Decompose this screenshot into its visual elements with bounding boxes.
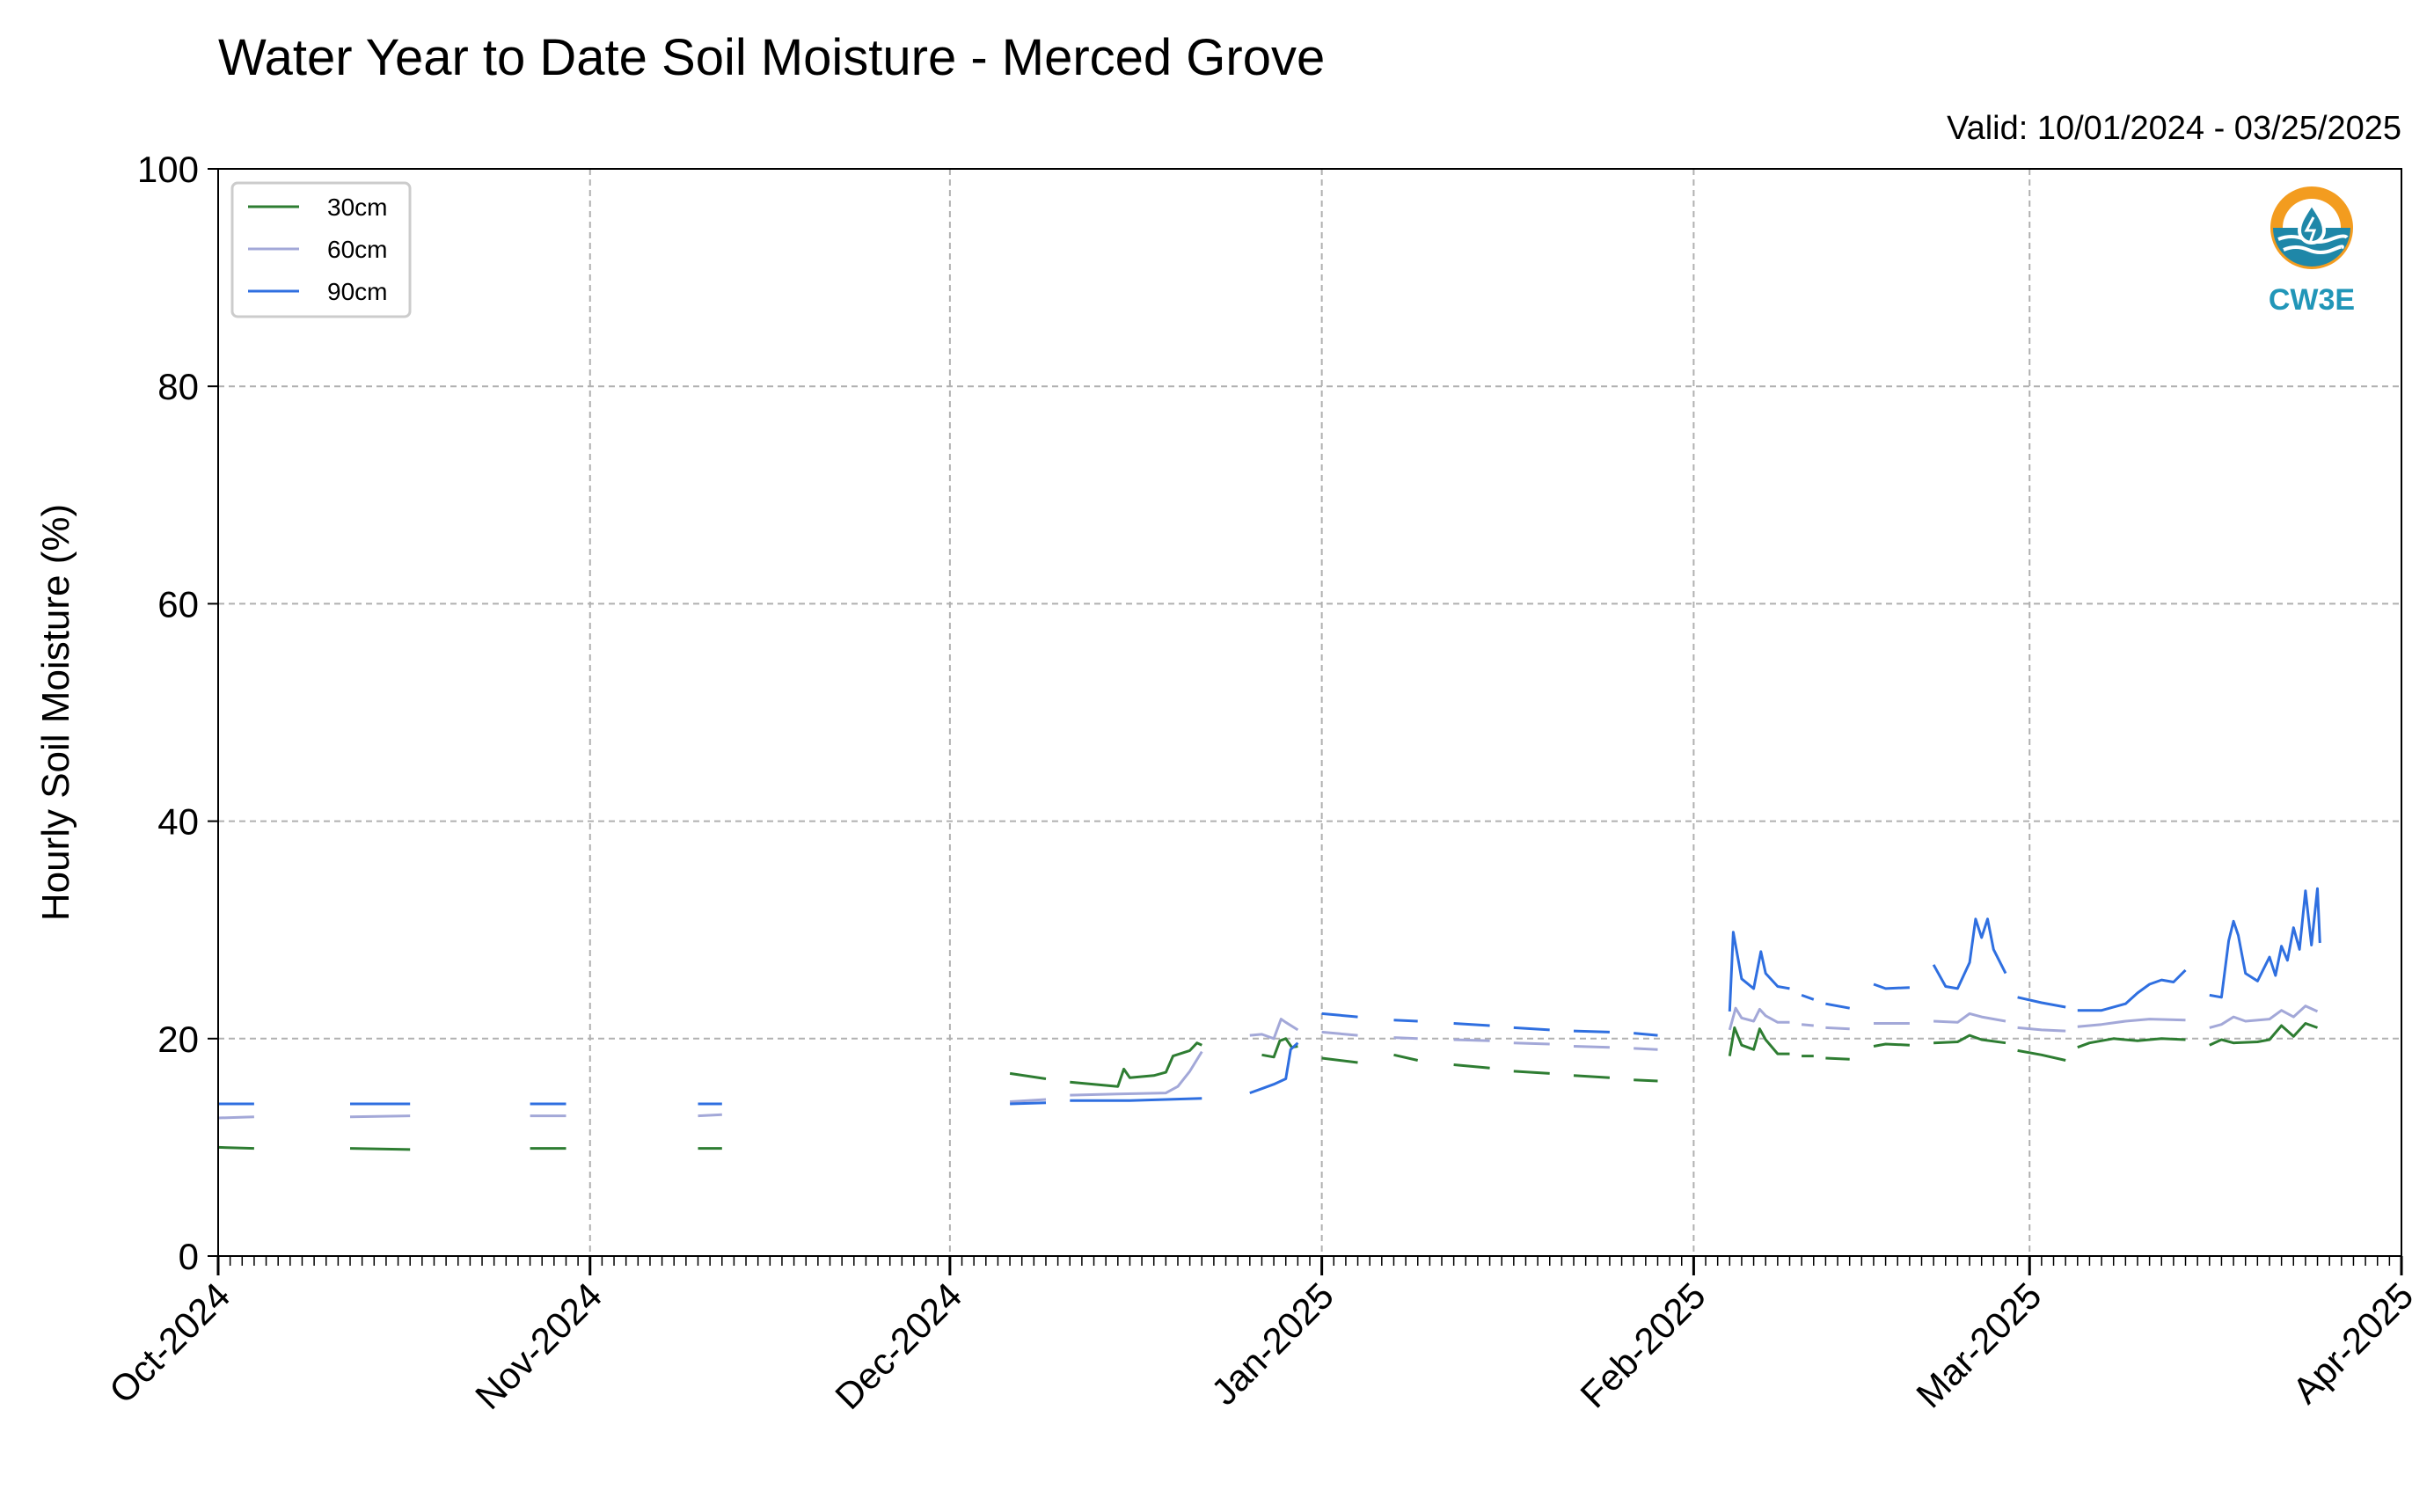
- series-line-60cm: [2017, 1026, 2066, 1033]
- chart-subtitle: Valid: 10/01/2024 - 03/25/2025: [1947, 110, 2401, 147]
- series-line-90cm: [2017, 996, 2066, 1009]
- legend-label: 60cm: [327, 236, 387, 263]
- series-line-30cm: [1321, 1056, 1358, 1064]
- series-line-60cm: [1728, 1006, 1790, 1031]
- series-line-60cm: [1070, 1050, 1203, 1097]
- y-axis-label: Hourly Soil Moisture (%): [34, 504, 77, 921]
- series-line-30cm: [2077, 1037, 2186, 1049]
- series-line-60cm: [349, 1114, 411, 1119]
- series-line-60cm: [1249, 1018, 1299, 1041]
- series-line-90cm: [1932, 917, 2007, 990]
- series-line-30cm: [2017, 1048, 2066, 1062]
- series-line-60cm: [2209, 1004, 2319, 1029]
- axis-ticks: 0 20 40 60 80 100 Oct-2024 Nov-2024 Dec-2024 Jan-…: [101, 149, 2421, 1417]
- series-line-90cm: [1873, 982, 1910, 990]
- series-line-60cm: [217, 1115, 254, 1120]
- series-line-90cm: [1728, 931, 1790, 1012]
- series-line-60cm: [2077, 1018, 2186, 1028]
- series-line-90cm: [1825, 1002, 1850, 1010]
- series-line-30cm: [1393, 1053, 1419, 1062]
- cw3e-logo: CW3E: [2269, 186, 2355, 317]
- series-line-30cm: [1573, 1074, 1610, 1079]
- legend-box: [230, 181, 412, 318]
- y-tick-label: 20: [157, 1019, 199, 1060]
- series-line-60cm: [1453, 1038, 1490, 1042]
- x-tick-label: Dec-2024: [827, 1275, 969, 1417]
- x-tick-label: Nov-2024: [467, 1275, 610, 1417]
- legend-label: 30cm: [327, 194, 387, 221]
- y-tick-label: 60: [157, 583, 199, 625]
- series-line-90cm: [1393, 1019, 1418, 1023]
- series-line-30cm: [1513, 1070, 1550, 1075]
- y-tick-label: 40: [157, 801, 199, 843]
- series-line-30cm: [2209, 1022, 2319, 1047]
- series-line-30cm: [1453, 1063, 1490, 1070]
- x-tick-label: Jan-2025: [1203, 1275, 1341, 1413]
- x-tick-label: Oct-2024: [101, 1275, 238, 1411]
- series-line-30cm: [349, 1147, 411, 1151]
- y-tick-label: 80: [157, 366, 199, 407]
- series-line-30cm: [1634, 1078, 1658, 1083]
- series-line-90cm: [1801, 993, 1815, 1001]
- series-line-60cm: [1010, 1098, 1047, 1103]
- series-line-90cm: [1573, 1029, 1610, 1034]
- series-line-60cm: [1933, 1012, 2006, 1024]
- series-line-90cm: [2077, 968, 2187, 1012]
- series-90cm: [218, 887, 2321, 1106]
- series-line-90cm: [1321, 1012, 1358, 1019]
- legend-items: 30cm 60cm 90cm: [248, 194, 387, 305]
- series-30cm: [217, 1022, 2319, 1151]
- series-line-30cm: [217, 1145, 254, 1150]
- series-line-30cm: [1070, 1041, 1202, 1088]
- series-line-60cm: [1801, 1023, 1814, 1027]
- x-tick-label: Feb-2025: [1572, 1275, 1713, 1415]
- series-line-90cm: [1634, 1032, 1658, 1037]
- series-60cm: [217, 1004, 2319, 1120]
- y-tick-label: 0: [179, 1236, 199, 1277]
- series-line-60cm: [1573, 1045, 1610, 1049]
- series-line-60cm: [1321, 1030, 1358, 1037]
- series-line-60cm: [1634, 1047, 1658, 1051]
- series-line-30cm: [1873, 1042, 1910, 1048]
- x-tick-label: Mar-2025: [1908, 1275, 2049, 1415]
- series-line-30cm: [1933, 1034, 2006, 1045]
- cw3e-water-drop-logo-icon: [2270, 186, 2353, 269]
- series-line-90cm: [1453, 1022, 1490, 1027]
- series-line-30cm: [1009, 1071, 1047, 1080]
- chart-title: Water Year to Date Soil Moisture - Merce…: [218, 29, 1325, 86]
- logo-text: CW3E: [2269, 283, 2355, 317]
- series-group: [217, 887, 2321, 1151]
- series-line-60cm: [1825, 1026, 1850, 1031]
- series-line-30cm: [1825, 1056, 1850, 1061]
- series-line-60cm: [1513, 1041, 1550, 1046]
- series-line-60cm: [1393, 1036, 1418, 1041]
- series-line-90cm: [1513, 1026, 1550, 1032]
- series-line-90cm: [1249, 1041, 1299, 1095]
- grid: [218, 169, 2401, 1256]
- series-line-90cm: [1010, 1101, 1047, 1106]
- legend-label: 90cm: [327, 278, 387, 305]
- x-tick-label: Apr-2025: [2284, 1275, 2421, 1411]
- plot-frame: [217, 168, 2402, 1257]
- series-line-90cm: [1070, 1097, 1202, 1102]
- y-tick-label: 100: [137, 149, 199, 190]
- series-line-60cm: [698, 1113, 722, 1118]
- series-line-90cm: [2209, 887, 2321, 999]
- legend: 30cm 60cm 90cm: [230, 181, 412, 318]
- series-line-30cm: [1728, 1026, 1790, 1056]
